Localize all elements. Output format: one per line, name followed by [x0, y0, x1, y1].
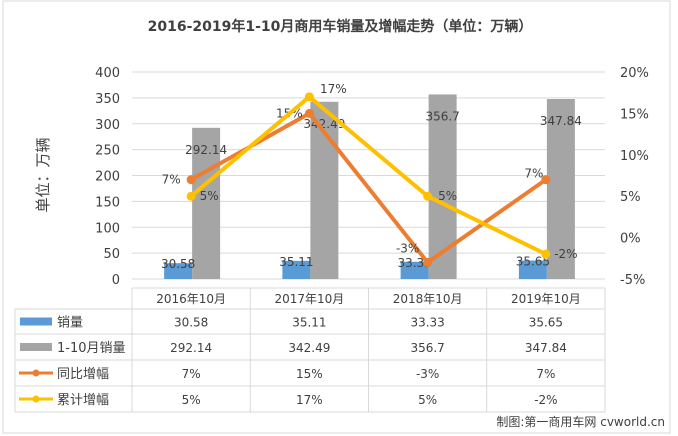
bar-sales-label: 35.65 — [516, 255, 550, 269]
legend-key-bar — [20, 343, 52, 351]
point-cumulative-growth — [304, 92, 314, 102]
y-tick-label: 200 — [95, 170, 120, 185]
legend-label: 1-10月销量 — [57, 341, 126, 356]
y-tick-label: 100 — [95, 221, 120, 236]
bar-cumulative-sales — [546, 98, 575, 279]
y2-tick-label: 0% — [620, 232, 641, 247]
table-cell: 5% — [182, 393, 201, 407]
chart-title: 2016-2019年1-10月商用车销量及增幅走势（单位：万辆） — [148, 18, 533, 35]
table-cell: 15% — [296, 367, 323, 381]
y-tick-label: 150 — [95, 195, 120, 210]
legend-label: 累计增幅 — [57, 393, 109, 408]
point-cumulative-growth — [541, 249, 551, 259]
bar-cumulative-label: 292.14 — [185, 143, 227, 157]
category-label: 2019年10月 — [511, 292, 581, 306]
line-yoy-growth — [190, 111, 548, 265]
bar-sales — [282, 260, 311, 279]
legend-label: 销量 — [57, 316, 83, 331]
y2-tick-label: -5% — [620, 273, 645, 288]
bar-sales-label: 30.58 — [161, 257, 195, 271]
category-label: 2016年10月 — [156, 292, 226, 306]
yoy-growth-label: 7% — [162, 173, 181, 187]
point-yoy-growth — [186, 175, 196, 185]
point-cumulative-growth — [423, 191, 433, 201]
table-cell: 342.49 — [288, 341, 330, 355]
footer-credit: 制图:第一商用车网 cvworld.cn — [496, 414, 665, 429]
y-tick-label: 250 — [95, 144, 120, 159]
table-cell: 7% — [536, 367, 555, 381]
category-label: 2017年10月 — [274, 292, 344, 306]
bar-cumulative-label: 356.7 — [425, 109, 459, 123]
table-cell: 7% — [182, 367, 201, 381]
y2-tick-label: 15% — [620, 107, 649, 122]
y-tick-label: 300 — [95, 118, 120, 133]
cumulative-growth-label: 17% — [320, 82, 347, 96]
table-cell: 292.14 — [170, 341, 212, 355]
table-cell: 5% — [418, 393, 437, 407]
legend-key-marker — [32, 369, 40, 377]
cumulative-growth-label: 5% — [438, 189, 457, 203]
table-cell: 17% — [296, 393, 323, 407]
table-cell: -3% — [416, 367, 439, 381]
legend-key-bar — [20, 317, 52, 326]
bar-sales — [400, 261, 429, 279]
y-tick-label: 400 — [95, 66, 120, 81]
table-cell: 33.33 — [410, 316, 444, 330]
table-cell: 35.65 — [529, 316, 563, 330]
table-cell: 30.58 — [174, 316, 208, 330]
y-axis-title: 单位：万辆 — [34, 137, 52, 212]
y-tick-label: 50 — [103, 247, 120, 262]
bar-cumulative-sales — [428, 94, 457, 280]
cumulative-growth-label: -2% — [554, 247, 577, 261]
bar-sales-label: 35.11 — [279, 255, 313, 269]
y-tick-label: 350 — [95, 92, 120, 107]
point-yoy-growth — [304, 108, 314, 118]
table-cell: 35.11 — [292, 316, 326, 330]
yoy-growth-label: 7% — [524, 167, 543, 181]
bar-sales — [164, 263, 193, 279]
point-yoy-growth — [423, 257, 433, 267]
y2-tick-label: 10% — [620, 149, 649, 164]
bar-cumulative-label: 347.84 — [540, 114, 582, 128]
table-cell: -2% — [534, 393, 557, 407]
point-cumulative-growth — [186, 191, 196, 201]
point-yoy-growth — [541, 175, 551, 185]
y2-tick-label: 20% — [620, 66, 649, 81]
yoy-growth-label: -3% — [396, 241, 419, 255]
cumulative-growth-label: 5% — [200, 189, 219, 203]
bar-sales — [518, 260, 547, 279]
legend-label: 同比增幅 — [57, 367, 109, 382]
table-cell: 347.84 — [525, 341, 567, 355]
bar-cumulative-sales — [192, 127, 221, 279]
y2-tick-label: 5% — [620, 190, 641, 205]
legend-key-marker — [32, 395, 40, 403]
category-label: 2018年10月 — [393, 292, 463, 306]
line-cumulative-growth — [189, 94, 547, 256]
y-tick-label: 0 — [112, 273, 120, 288]
table-cell: 356.7 — [410, 341, 444, 355]
